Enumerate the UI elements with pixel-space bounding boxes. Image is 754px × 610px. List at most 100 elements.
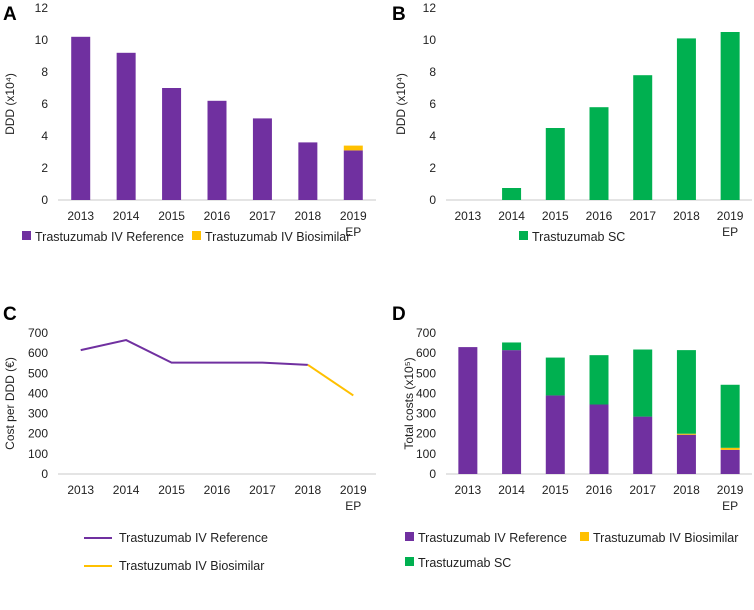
bar bbox=[589, 355, 609, 405]
bar bbox=[676, 38, 696, 201]
x-tick-label: 2018 bbox=[295, 209, 322, 223]
y-tick-label: 6 bbox=[429, 97, 436, 111]
bar bbox=[720, 447, 740, 450]
chart-d: 0 100 200 300 400 500 600 700 Total costs (x10⁵)… bbox=[402, 326, 752, 570]
x-tick-label: 2016 bbox=[586, 483, 613, 497]
x-tick-sublabel: EP bbox=[722, 499, 738, 513]
bar bbox=[502, 350, 522, 474]
y-tick-label: 6 bbox=[41, 97, 48, 111]
bar bbox=[343, 150, 363, 200]
y-tick-label: 200 bbox=[416, 427, 436, 441]
x-tick-label: 2019 bbox=[340, 483, 367, 497]
legend-label: Trastuzumab IV Reference bbox=[418, 531, 567, 545]
y-tick-label: 300 bbox=[416, 407, 436, 421]
x-tick-label: 2015 bbox=[542, 483, 569, 497]
y-tick-label: 500 bbox=[416, 366, 436, 380]
y-axis-label: Total costs (x10⁵) bbox=[402, 357, 416, 449]
bar bbox=[720, 449, 740, 474]
y-tick-label: 10 bbox=[423, 33, 437, 47]
legend-label: Trastuzumab SC bbox=[532, 230, 625, 244]
bar bbox=[343, 145, 363, 151]
y-tick-label: 2 bbox=[429, 161, 436, 175]
y-tick-label: 4 bbox=[429, 129, 436, 143]
x-tick-label: 2015 bbox=[542, 209, 569, 223]
x-tick-label: 2019 bbox=[340, 209, 367, 223]
x-tick-label: 2014 bbox=[113, 209, 140, 223]
legend-swatch bbox=[192, 231, 201, 240]
bar bbox=[252, 118, 272, 200]
bar bbox=[502, 342, 522, 351]
panel-label-c: C bbox=[3, 304, 17, 325]
y-axis-label: DDD (x10⁴) bbox=[394, 73, 408, 135]
y-tick-label: 12 bbox=[423, 1, 437, 15]
bar bbox=[162, 88, 182, 200]
chart-a: 0 2 4 6 8 10 12 DDD (x10⁴) 2013 2014 2015 2016 2017 2… bbox=[3, 1, 376, 244]
y-tick-label: 4 bbox=[41, 129, 48, 143]
y-tick-label: 100 bbox=[28, 447, 48, 461]
chart-c: 0 100 200 300 400 500 600 700 Cost per DDD (€) 20… bbox=[3, 326, 376, 573]
x-tick-label: 2017 bbox=[629, 209, 656, 223]
x-tick-label: 2016 bbox=[586, 209, 613, 223]
bar bbox=[298, 142, 318, 200]
panel-label-b: B bbox=[392, 4, 406, 25]
series-line bbox=[80, 338, 308, 366]
y-tick-label: 400 bbox=[416, 386, 436, 400]
x-tick-label: 2014 bbox=[113, 483, 140, 497]
panel-label-a: A bbox=[3, 4, 17, 25]
y-tick-label: 10 bbox=[35, 33, 49, 47]
legend-swatch bbox=[580, 532, 589, 541]
x-tick-label: 2015 bbox=[158, 209, 185, 223]
x-tick-label: 2014 bbox=[498, 209, 525, 223]
legend-label: Trastuzumab IV Reference bbox=[35, 230, 184, 244]
bar bbox=[633, 349, 653, 417]
legend-label: Trastuzumab SC bbox=[418, 556, 511, 570]
bar bbox=[207, 100, 227, 200]
bar bbox=[720, 32, 740, 200]
x-tick-label: 2017 bbox=[249, 483, 276, 497]
bar bbox=[545, 128, 565, 200]
bar bbox=[676, 433, 696, 435]
bar bbox=[545, 395, 565, 474]
y-tick-label: 0 bbox=[429, 193, 436, 207]
x-tick-label: 2013 bbox=[455, 483, 482, 497]
y-tick-label: 0 bbox=[41, 193, 48, 207]
series-line bbox=[307, 363, 354, 397]
x-tick-label: 2018 bbox=[673, 483, 700, 497]
x-tick-sublabel: EP bbox=[345, 225, 361, 239]
x-tick-label: 2016 bbox=[204, 209, 231, 223]
y-tick-label: 0 bbox=[41, 467, 48, 481]
y-tick-label: 400 bbox=[28, 386, 48, 400]
y-axis-label: DDD (x10⁴) bbox=[3, 73, 17, 135]
y-tick-label: 200 bbox=[28, 427, 48, 441]
legend-label: Trastuzumab IV Reference bbox=[119, 531, 268, 545]
y-tick-label: 0 bbox=[429, 467, 436, 481]
chart-b: 0 2 4 6 8 10 12 DDD (x10⁴) 2013 2014 2015 2016 2017 2… bbox=[394, 1, 752, 244]
bar bbox=[502, 188, 522, 200]
y-tick-label: 8 bbox=[429, 65, 436, 79]
x-tick-label: 2013 bbox=[67, 483, 94, 497]
bar bbox=[545, 357, 565, 396]
y-tick-label: 700 bbox=[28, 326, 48, 340]
bar bbox=[633, 75, 653, 200]
x-tick-label: 2013 bbox=[455, 209, 482, 223]
x-tick-label: 2013 bbox=[67, 209, 94, 223]
y-axis-label: Cost per DDD (€) bbox=[3, 357, 17, 450]
legend-swatch bbox=[519, 231, 528, 240]
x-tick-label: 2018 bbox=[673, 209, 700, 223]
y-tick-label: 600 bbox=[416, 346, 436, 360]
x-tick-label: 2016 bbox=[204, 483, 231, 497]
legend-label: Trastuzumab IV Biosimilar bbox=[593, 531, 738, 545]
legend-label: Trastuzumab IV Biosimilar bbox=[205, 230, 350, 244]
y-tick-label: 12 bbox=[35, 1, 49, 15]
bar bbox=[589, 107, 609, 200]
bar bbox=[458, 347, 478, 474]
panel-label-d: D bbox=[392, 304, 406, 325]
bar bbox=[720, 384, 740, 448]
x-tick-label: 2014 bbox=[498, 483, 525, 497]
legend-label: Trastuzumab IV Biosimilar bbox=[119, 559, 264, 573]
x-tick-label: 2019 bbox=[717, 209, 744, 223]
bar bbox=[71, 36, 91, 200]
bar bbox=[116, 52, 136, 200]
